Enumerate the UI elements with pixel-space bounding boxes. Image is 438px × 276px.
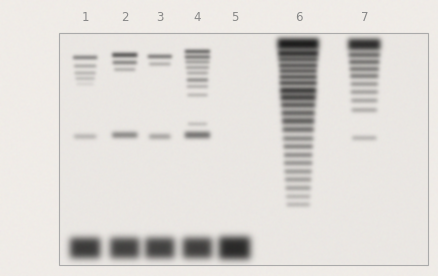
Text: 4: 4	[193, 11, 201, 25]
Text: 5: 5	[231, 11, 238, 25]
Text: 6: 6	[294, 11, 302, 25]
Text: 1: 1	[81, 11, 89, 25]
Text: 2: 2	[121, 11, 129, 25]
Bar	[59, 33, 427, 265]
Text: 3: 3	[156, 11, 163, 25]
Text: 7: 7	[360, 11, 367, 25]
